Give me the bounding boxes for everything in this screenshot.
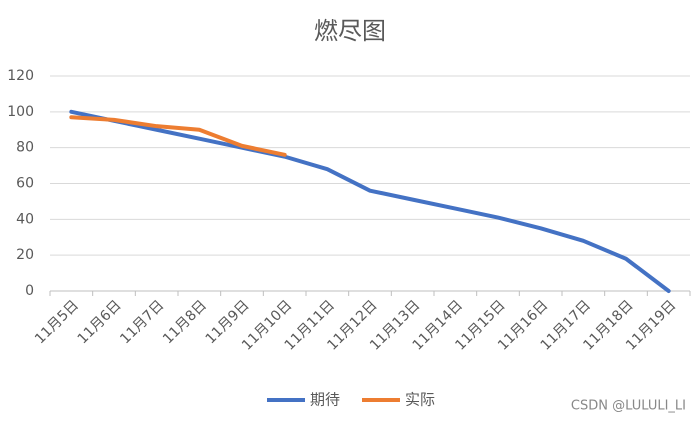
y-tick-label: 0 xyxy=(25,283,34,299)
y-tick-label: 80 xyxy=(16,140,34,156)
series-line xyxy=(69,109,671,293)
watermark: CSDN @LULULI_LI xyxy=(571,399,686,414)
y-tick-label: 120 xyxy=(7,68,34,84)
series-line xyxy=(69,115,287,157)
legend-label: 实际 xyxy=(405,391,435,409)
y-tick-label: 40 xyxy=(16,211,34,227)
chart-title: 燃尽图 xyxy=(314,17,386,45)
y-tick-label: 100 xyxy=(7,104,34,120)
x-tick-label: 11月8日 xyxy=(160,297,210,347)
legend-label: 期待 xyxy=(310,391,340,409)
x-tick-label: 11月7日 xyxy=(117,297,167,347)
x-tick-label: 11月6日 xyxy=(75,297,125,347)
x-tick-label: 11月5日 xyxy=(32,297,82,347)
y-tick-label: 20 xyxy=(16,247,34,263)
y-tick-label: 60 xyxy=(16,176,34,192)
